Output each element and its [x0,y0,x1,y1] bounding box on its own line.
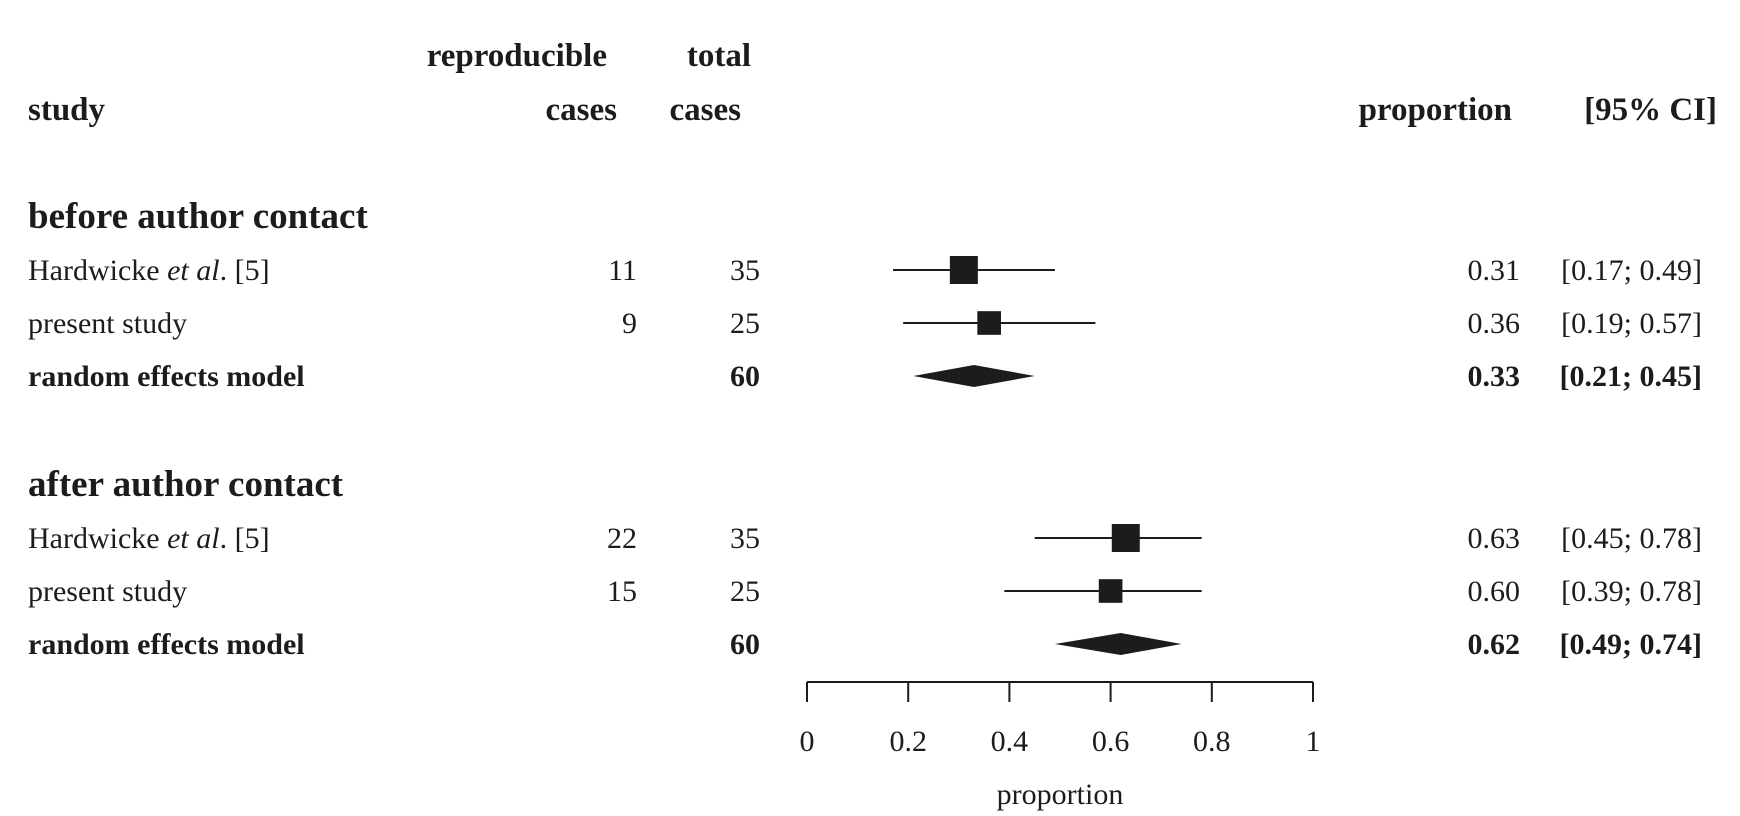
summary-label: random effects model [28,360,305,393]
study-author: Hardwicke [28,254,167,287]
ci-value: [0.39; 0.78] [1561,575,1702,608]
estimate-square [949,256,978,284]
x-tick-label: 0.8 [1193,725,1231,758]
study-ref: . [5] [220,522,270,555]
study-label: Hardwicke et al. [5] [28,522,270,555]
reproducible-cases: 15 [607,575,637,608]
ci-value: [0.17; 0.49] [1561,254,1702,287]
ci-value: [0.19; 0.57] [1561,307,1702,340]
summary-proportion: 0.33 [1468,360,1521,393]
reproducible-cases: 9 [622,307,637,340]
summary-total: 60 [730,360,760,393]
reproducible-cases: 22 [607,522,637,555]
summary-total: 60 [730,628,760,661]
total-cases: 25 [730,575,760,608]
group-label: before author contact [28,196,368,237]
summary-proportion: 0.62 [1468,628,1521,661]
summary-label: random effects model [28,628,305,661]
x-tick-label: 0.2 [889,725,927,758]
header-reproducible-line1: reproducible [427,38,607,74]
header-ci: [95% CI] [1584,92,1717,128]
header-proportion: proportion [1359,92,1512,128]
x-axis: 0 0.2 0.4 0.6 0.8 1 proportion [800,681,1321,811]
proportion-value: 0.63 [1468,522,1521,555]
summary-ci: [0.21; 0.45] [1560,360,1702,393]
reproducible-cases: 11 [608,254,637,287]
study-author: Hardwicke [28,522,167,555]
study-ref: . [5] [220,254,270,287]
summary-ci: [0.49; 0.74] [1560,628,1702,661]
x-tick-label: 1 [1306,725,1321,758]
header-total-line2: cases [670,92,742,128]
x-tick-label: 0.6 [1092,725,1130,758]
ci-value: [0.45; 0.78] [1561,522,1702,555]
column-headers: study reproducible cases total cases pro… [28,38,1717,128]
x-axis-label: proportion [997,778,1124,811]
study-label: present study [28,307,187,340]
total-cases: 35 [730,522,760,555]
summary-diamond [913,365,1035,387]
summary-diamond [1054,633,1182,655]
plot-marks [893,256,1202,655]
study-label: present study [28,575,187,608]
x-tick-label: 0 [800,725,815,758]
estimate-square [1111,524,1140,552]
x-tick-label: 0.4 [991,725,1029,758]
header-reproducible-line2: cases [546,92,618,128]
group-label: after author contact [28,464,344,505]
study-label: Hardwicke et al. [5] [28,254,270,287]
total-cases: 25 [730,307,760,340]
study-etal: et al [167,254,220,287]
header-study: study [28,92,106,128]
study-etal: et al [167,522,220,555]
proportion-value: 0.36 [1468,307,1521,340]
header-total-line1: total [687,38,751,74]
estimate-square [977,311,1001,335]
total-cases: 35 [730,254,760,287]
estimate-square [1098,579,1123,603]
proportion-value: 0.31 [1468,254,1521,287]
proportion-value: 0.60 [1468,575,1521,608]
